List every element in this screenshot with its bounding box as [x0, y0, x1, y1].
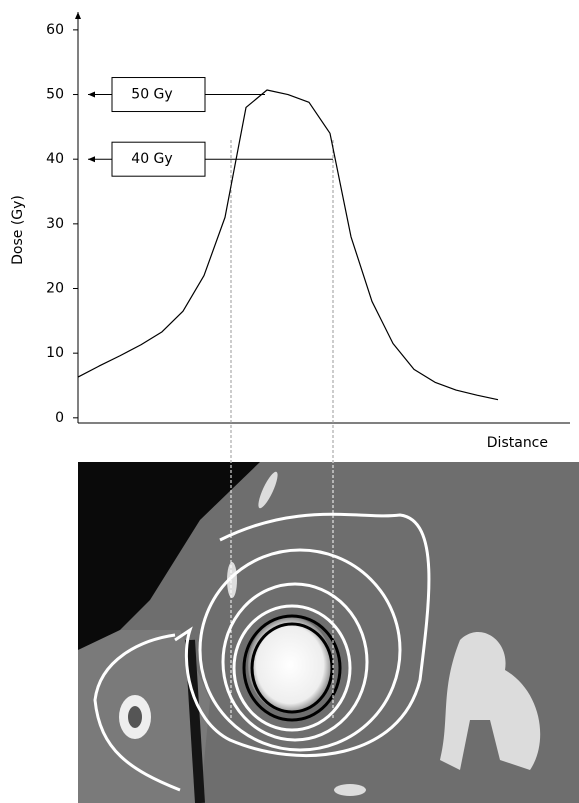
x-axis-label: Distance [487, 435, 548, 451]
dose-curve [77, 89, 499, 401]
y-tick-label: 30 [46, 216, 64, 232]
y-tick-label: 10 [46, 345, 64, 361]
y-tick-label: 60 [46, 22, 64, 38]
annotation-label: 50 Gy [131, 87, 172, 103]
y-tick-label: 0 [55, 410, 64, 426]
y-tick-label: 50 [46, 87, 64, 103]
y-axis-label: Dose (Gy) [10, 195, 26, 265]
ct-image [78, 462, 579, 803]
y-tick-label: 20 [46, 281, 64, 297]
annotation-label: 40 Gy [131, 151, 172, 167]
annotation-box [111, 77, 206, 113]
y-tick-label: 40 [46, 151, 64, 167]
annotation-box [111, 141, 206, 177]
